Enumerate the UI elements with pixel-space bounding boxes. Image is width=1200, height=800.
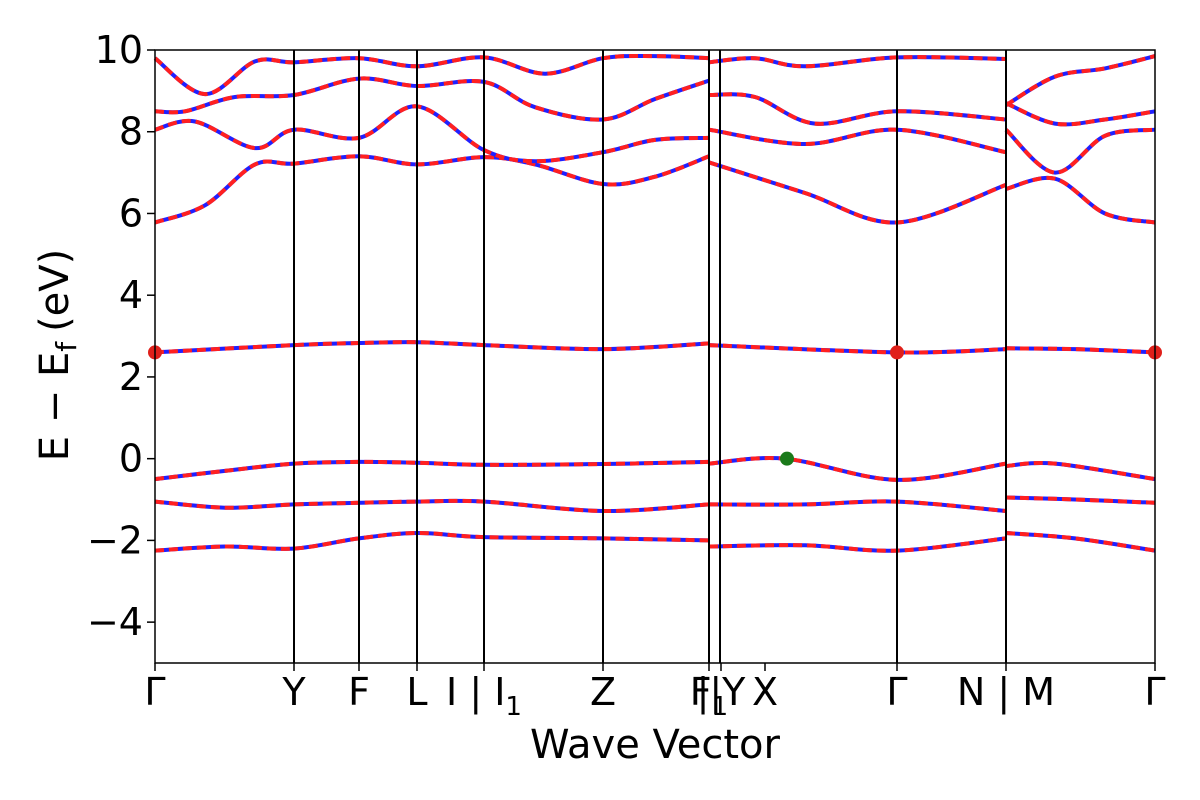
marker-3	[780, 451, 794, 466]
y-tick-label-1: −2	[87, 518, 143, 562]
x-tick-label-3: L	[406, 670, 427, 714]
band-line-blue-0-1	[154, 498, 710, 514]
band-line-red-1-1	[708, 499, 1007, 513]
x-tick-label-9: Γ	[886, 670, 907, 714]
band-line-red-1-6	[708, 92, 1007, 126]
band-line-red-0-4	[154, 154, 710, 225]
x-tick-label-0: Γ	[144, 670, 165, 714]
markers-layer	[148, 345, 1162, 466]
band-line-red-2-0	[1005, 460, 1156, 482]
band-line-blue-0-2	[154, 530, 710, 553]
y-tick-label-5: 6	[119, 191, 143, 235]
band-line-blue-0-3	[154, 340, 710, 355]
y-axis-title-unit: (eV)	[32, 249, 78, 332]
band-line-red-1-2	[708, 536, 1007, 553]
y-ticks: −4 −2 0 2 4 6 8 10	[87, 28, 155, 644]
band-line-blue-0-0	[154, 459, 710, 482]
band-line-red-1-5	[708, 127, 1007, 155]
band-line-blue-2-5	[1004, 127, 1156, 175]
x-axis-title: Wave Vector	[530, 722, 781, 768]
y-axis-title: E − Ef (eV)	[32, 249, 83, 462]
x-tick-label-5: Z	[590, 670, 616, 714]
band-line-red-1-3	[708, 343, 1007, 355]
plot-frame	[154, 49, 1156, 664]
band-line-red-2-4	[1005, 175, 1156, 225]
band-line-blue-1-0	[708, 456, 1007, 482]
y-tick-label-2: 0	[119, 437, 143, 481]
band-line-red-2-3	[1005, 346, 1156, 355]
x-tick-label-4: I | I1	[446, 670, 522, 722]
x-tick-label-11: Γ	[1144, 670, 1165, 714]
marker-1	[890, 345, 904, 360]
x-tick-label-2: F	[348, 670, 370, 714]
x-tick-label-10: N | M	[957, 670, 1055, 715]
band-line-red-1-4	[708, 160, 1007, 225]
x-tick-label-1: Y	[281, 670, 306, 714]
band-line-red-2-1	[1005, 495, 1156, 505]
band-line-blue-0-4	[154, 154, 710, 225]
y-tick-label-4: 4	[119, 273, 143, 317]
y-tick-label-7: 10	[95, 28, 143, 72]
band-line-red-2-5	[1004, 127, 1156, 175]
band-line-red-1-7	[708, 55, 1007, 69]
y-tick-label-3: 2	[119, 355, 143, 399]
band-line-red-2-2	[1005, 531, 1156, 553]
y-tick-label-6: 8	[119, 110, 143, 154]
y-axis-title-main: E − E	[32, 352, 78, 462]
band-line-red-0-7	[153, 53, 710, 97]
x-tick-label-8: X	[752, 670, 778, 714]
band-line-red-2-6	[1005, 101, 1156, 127]
y-tick-label-0: −4	[87, 600, 143, 644]
y-axis-title-subscript: f	[50, 341, 83, 352]
x-tick-label-7: ||Y	[697, 670, 747, 715]
band-line-blue-2-4	[1005, 175, 1156, 225]
band-line-blue-2-7	[1004, 54, 1156, 107]
kpoint-lines-layer	[293, 50, 1007, 663]
band-line-red-1-0	[708, 456, 1007, 482]
